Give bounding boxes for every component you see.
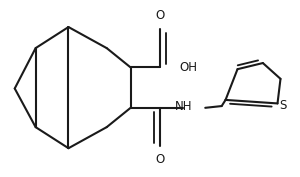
Text: O: O: [156, 153, 165, 167]
Text: NH: NH: [175, 100, 193, 113]
Text: S: S: [279, 99, 286, 112]
Text: OH: OH: [180, 61, 198, 74]
Text: O: O: [156, 9, 165, 22]
